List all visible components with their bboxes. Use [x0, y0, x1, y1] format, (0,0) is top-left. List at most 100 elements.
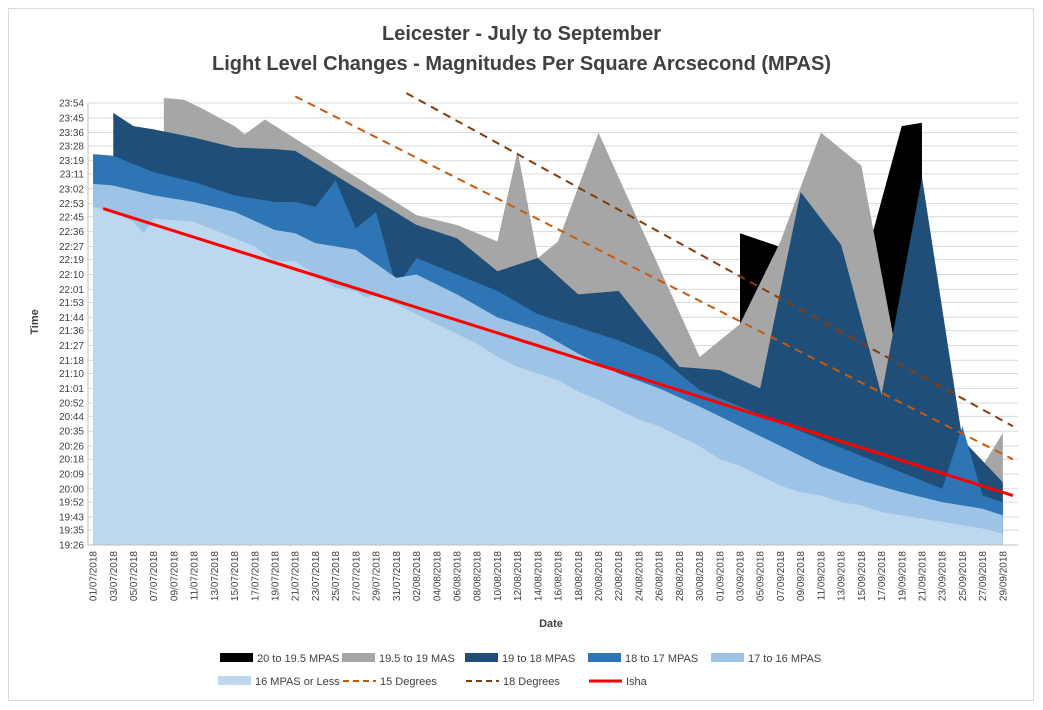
x-tick-label: 10/08/2018 [493, 551, 504, 601]
x-tick-label: 08/08/2018 [473, 551, 484, 601]
area-series [93, 98, 1003, 546]
y-tick-label: 23:11 [60, 169, 85, 180]
y-tick-label: 23:28 [59, 141, 84, 152]
legend-swatch [220, 653, 253, 662]
y-tick-label: 22:53 [59, 199, 84, 210]
x-tick-label: 03/07/2018 [109, 551, 120, 601]
y-tick-label: 23:54 [59, 99, 84, 110]
legend-label: 18 to 17 MPAS [625, 653, 698, 665]
x-tick-label: 11/09/2018 [816, 551, 827, 601]
chart-frame [8, 8, 1034, 701]
line-18-degrees [405, 92, 1014, 428]
y-axis-label: Time [29, 309, 41, 334]
line-isha [102, 207, 1014, 497]
x-tick-label: 03/09/2018 [736, 551, 747, 601]
y-tick-label: 21:53 [59, 298, 84, 309]
y-tick-label: 19:52 [59, 498, 84, 509]
legend-label: 19 to 18 MPAS [502, 653, 575, 665]
legend-label: 19.5 to 19 MAS [379, 653, 455, 665]
x-tick-label: 13/09/2018 [837, 551, 848, 601]
y-tick-label: 19:43 [59, 512, 84, 523]
x-tick-label: 26/08/2018 [655, 551, 666, 601]
x-tick-label: 01/09/2018 [715, 551, 726, 601]
x-tick-label: 11/07/2018 [190, 551, 201, 601]
x-tick-label: 24/08/2018 [634, 551, 645, 601]
legend-label: 20 to 19.5 MPAS [257, 653, 339, 665]
area-16-mpas-or-less [93, 206, 1003, 545]
x-tick-label: 23/07/2018 [311, 551, 322, 601]
x-tick-label: 09/07/2018 [169, 551, 180, 601]
x-tick-label: 25/07/2018 [331, 551, 342, 601]
x-tick-label: 15/07/2018 [230, 551, 241, 601]
y-tick-label: 23:36 [59, 128, 84, 139]
x-tick-label: 21/07/2018 [291, 551, 302, 601]
y-tick-label: 21:18 [59, 356, 84, 367]
legend-label: 17 to 16 MPAS [748, 653, 821, 665]
x-tick-label: 19/09/2018 [897, 551, 908, 601]
legend: 20 to 19.5 MPAS 19.5 to 19 MAS 19 to 18 MP… [218, 653, 821, 688]
x-tick-label: 29/09/2018 [998, 551, 1009, 601]
x-tick-label: 05/07/2018 [129, 551, 140, 601]
y-tick-label: 22:36 [59, 227, 84, 238]
x-tick-label: 18/08/2018 [574, 551, 585, 601]
x-tick-label: 27/07/2018 [351, 551, 362, 601]
y-tick-label: 22:01 [59, 285, 84, 296]
y-tick-label: 19:26 [59, 541, 84, 552]
x-tick-label: 05/09/2018 [756, 551, 767, 601]
x-tick-label: 01/07/2018 [89, 551, 100, 601]
x-tick-label: 07/07/2018 [149, 551, 160, 601]
x-tick-label: 06/08/2018 [452, 551, 463, 601]
legend-swatch [465, 653, 498, 662]
x-axis-label: Date [539, 618, 563, 630]
x-tick-label: 15/09/2018 [857, 551, 868, 601]
y-tick-label: 20:26 [59, 442, 84, 453]
legend-label: 16 MPAS or Less [255, 676, 340, 688]
y-tick-label: 22:19 [59, 255, 84, 266]
x-tick-label: 21/09/2018 [917, 551, 928, 601]
y-tick-label: 22:45 [59, 212, 84, 223]
legend-label: 18 Degrees [503, 676, 560, 688]
x-tick-label: 30/08/2018 [695, 551, 706, 601]
x-tick-label: 12/08/2018 [513, 551, 524, 601]
x-tick-label: 23/09/2018 [938, 551, 949, 601]
legend-swatch [711, 653, 744, 662]
x-tick-label: 07/09/2018 [776, 551, 787, 601]
y-tick-label: 20:18 [59, 455, 84, 466]
chart-subtitle: Light Level Changes - Magnitudes Per Squ… [212, 53, 831, 75]
x-tick-label: 02/08/2018 [412, 551, 423, 601]
x-tick-label: 25/09/2018 [958, 551, 969, 601]
x-tick-label: 29/07/2018 [372, 551, 383, 601]
y-tick-label: 23:19 [59, 156, 84, 167]
x-tick-label: 20/08/2018 [594, 551, 605, 601]
line-series [102, 92, 1014, 497]
x-tick-label: 27/09/2018 [978, 551, 989, 601]
legend-label: 15 Degrees [380, 676, 437, 688]
x-tick-label: 09/09/2018 [796, 551, 807, 601]
x-tick-label: 04/08/2018 [432, 551, 443, 601]
legend-swatch [342, 653, 375, 662]
x-tick-label: 28/08/2018 [675, 551, 686, 601]
legend-swatch [218, 676, 251, 685]
x-tick-label: 16/08/2018 [554, 551, 565, 601]
legend-swatch [588, 653, 621, 662]
x-tick-label: 19/07/2018 [271, 551, 282, 601]
y-tick-label: 21:36 [59, 326, 84, 337]
x-tick-label: 22/08/2018 [614, 551, 625, 601]
y-tick-label: 23:02 [59, 184, 84, 195]
y-tick-label: 19:35 [59, 526, 84, 537]
y-tick-label: 22:27 [59, 242, 84, 253]
x-tick-label: 13/07/2018 [210, 551, 221, 601]
x-tick-label: 17/09/2018 [877, 551, 888, 601]
x-tick-label: 17/07/2018 [250, 551, 261, 601]
y-tick-label: 21:10 [59, 369, 84, 380]
y-tick-label: 23:45 [59, 113, 84, 124]
y-tick-label: 20:52 [59, 399, 84, 410]
x-tick-label: 31/07/2018 [392, 551, 403, 601]
y-axis: 19:26 19:35 19:43 19:52 20:00 20:09 20:18 20:26… [59, 99, 89, 552]
x-tick-label: 14/08/2018 [533, 551, 544, 601]
y-tick-label: 21:44 [59, 313, 84, 324]
y-tick-label: 20:44 [59, 412, 84, 423]
legend-label: Isha [626, 676, 648, 688]
chart-title: Leicester - July to September [382, 23, 661, 45]
